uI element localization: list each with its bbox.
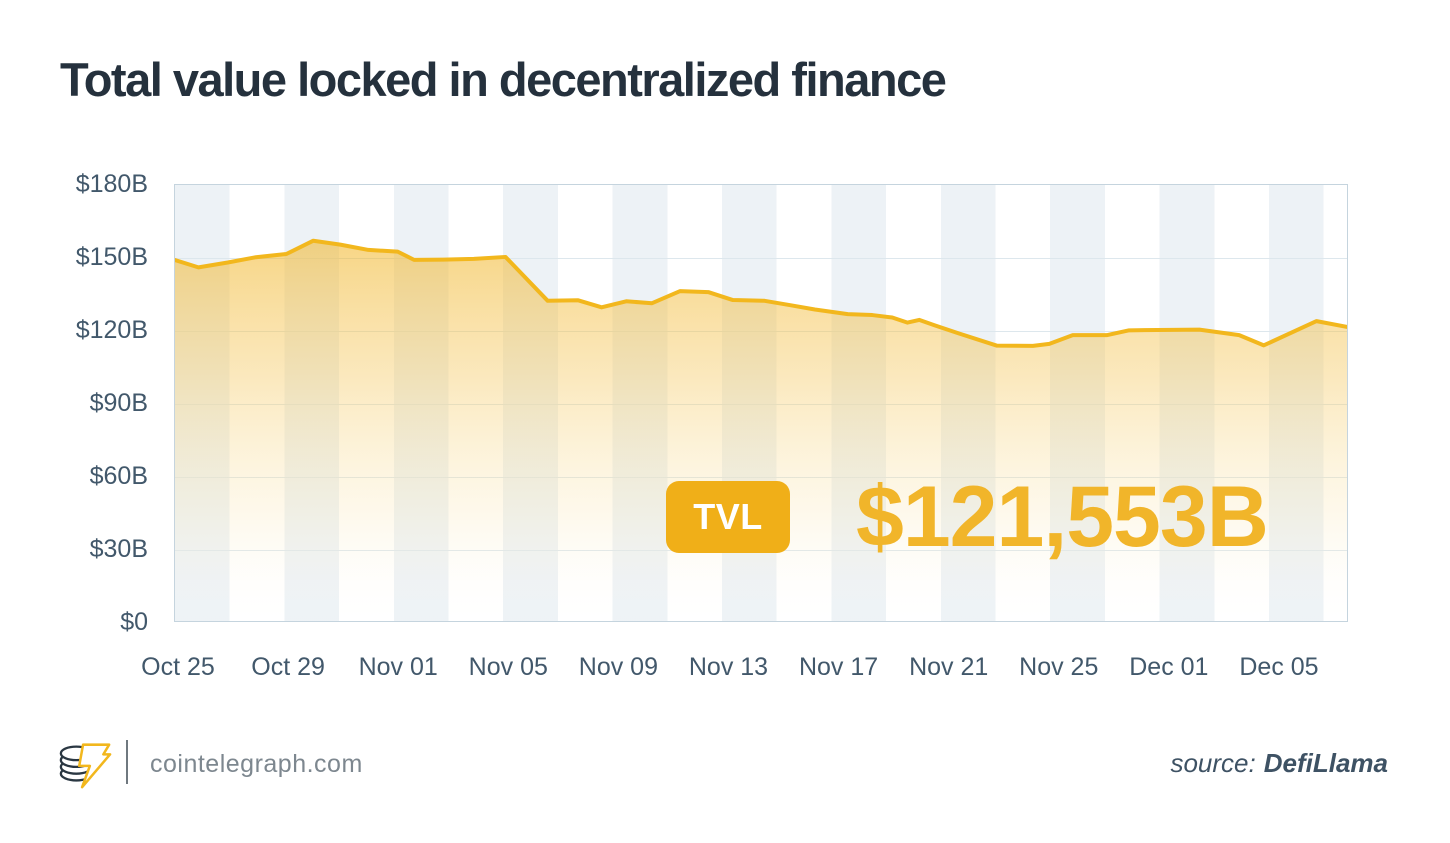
tvl-callout: TVL $121,553B: [666, 469, 1269, 565]
y-tick-label: $180B: [75, 170, 148, 198]
y-tick-label: $150B: [75, 243, 148, 271]
gridline: [175, 258, 1347, 259]
source-credit: source: DefiLlama: [1170, 748, 1388, 779]
tvl-value: $121,553B: [856, 469, 1269, 565]
x-tick-label: Oct 25: [141, 653, 215, 681]
chart-title: Total value locked in decentralized fina…: [60, 53, 947, 106]
x-tick-label: Nov 13: [688, 653, 769, 681]
tvl-badge-label: TVL: [693, 496, 763, 537]
x-tick-label: Dec 05: [1239, 653, 1319, 681]
plot-area: TVL $121,553B: [174, 184, 1348, 622]
site-url: cointelegraph.com: [150, 750, 363, 778]
x-tick-label: Nov 21: [909, 653, 989, 681]
x-tick-label: Dec 01: [1129, 653, 1209, 681]
tvl-line: [175, 241, 1347, 346]
x-tick-label: Oct 29: [251, 653, 325, 681]
x-tick-label: Nov 01: [358, 653, 438, 681]
y-axis: $180B $150B $120B $90B $60B $30B $0: [0, 170, 148, 636]
tvl-badge: TVL: [666, 481, 790, 553]
footer: cointelegraph.com source: DefiLlama: [0, 728, 1450, 808]
x-axis: Oct 25 Oct 29 Nov 01 Nov 05 Nov 09 Nov 13 Nov …: [141, 650, 1348, 684]
y-tick-label: $30B: [89, 535, 148, 563]
tvl-area-fill: [175, 240, 1347, 621]
x-tick-label: Nov 09: [578, 653, 658, 681]
footer-divider: [126, 740, 128, 784]
x-tick-label: Nov 25: [1019, 653, 1099, 681]
tvl-area-chart: [175, 185, 1347, 621]
source-name: DefiLlama: [1263, 748, 1388, 778]
source-label: source:: [1170, 748, 1256, 778]
x-tick-label: Nov 05: [468, 653, 548, 681]
x-tick-label: Nov 17: [798, 653, 879, 681]
lightning-bolt-icon: [77, 743, 112, 789]
cointelegraph-logo-icon: [59, 743, 112, 789]
y-tick-label: $60B: [89, 462, 148, 490]
y-tick-label: $120B: [75, 316, 148, 344]
y-tick-label: $0: [120, 608, 148, 636]
y-tick-label: $90B: [89, 389, 148, 417]
